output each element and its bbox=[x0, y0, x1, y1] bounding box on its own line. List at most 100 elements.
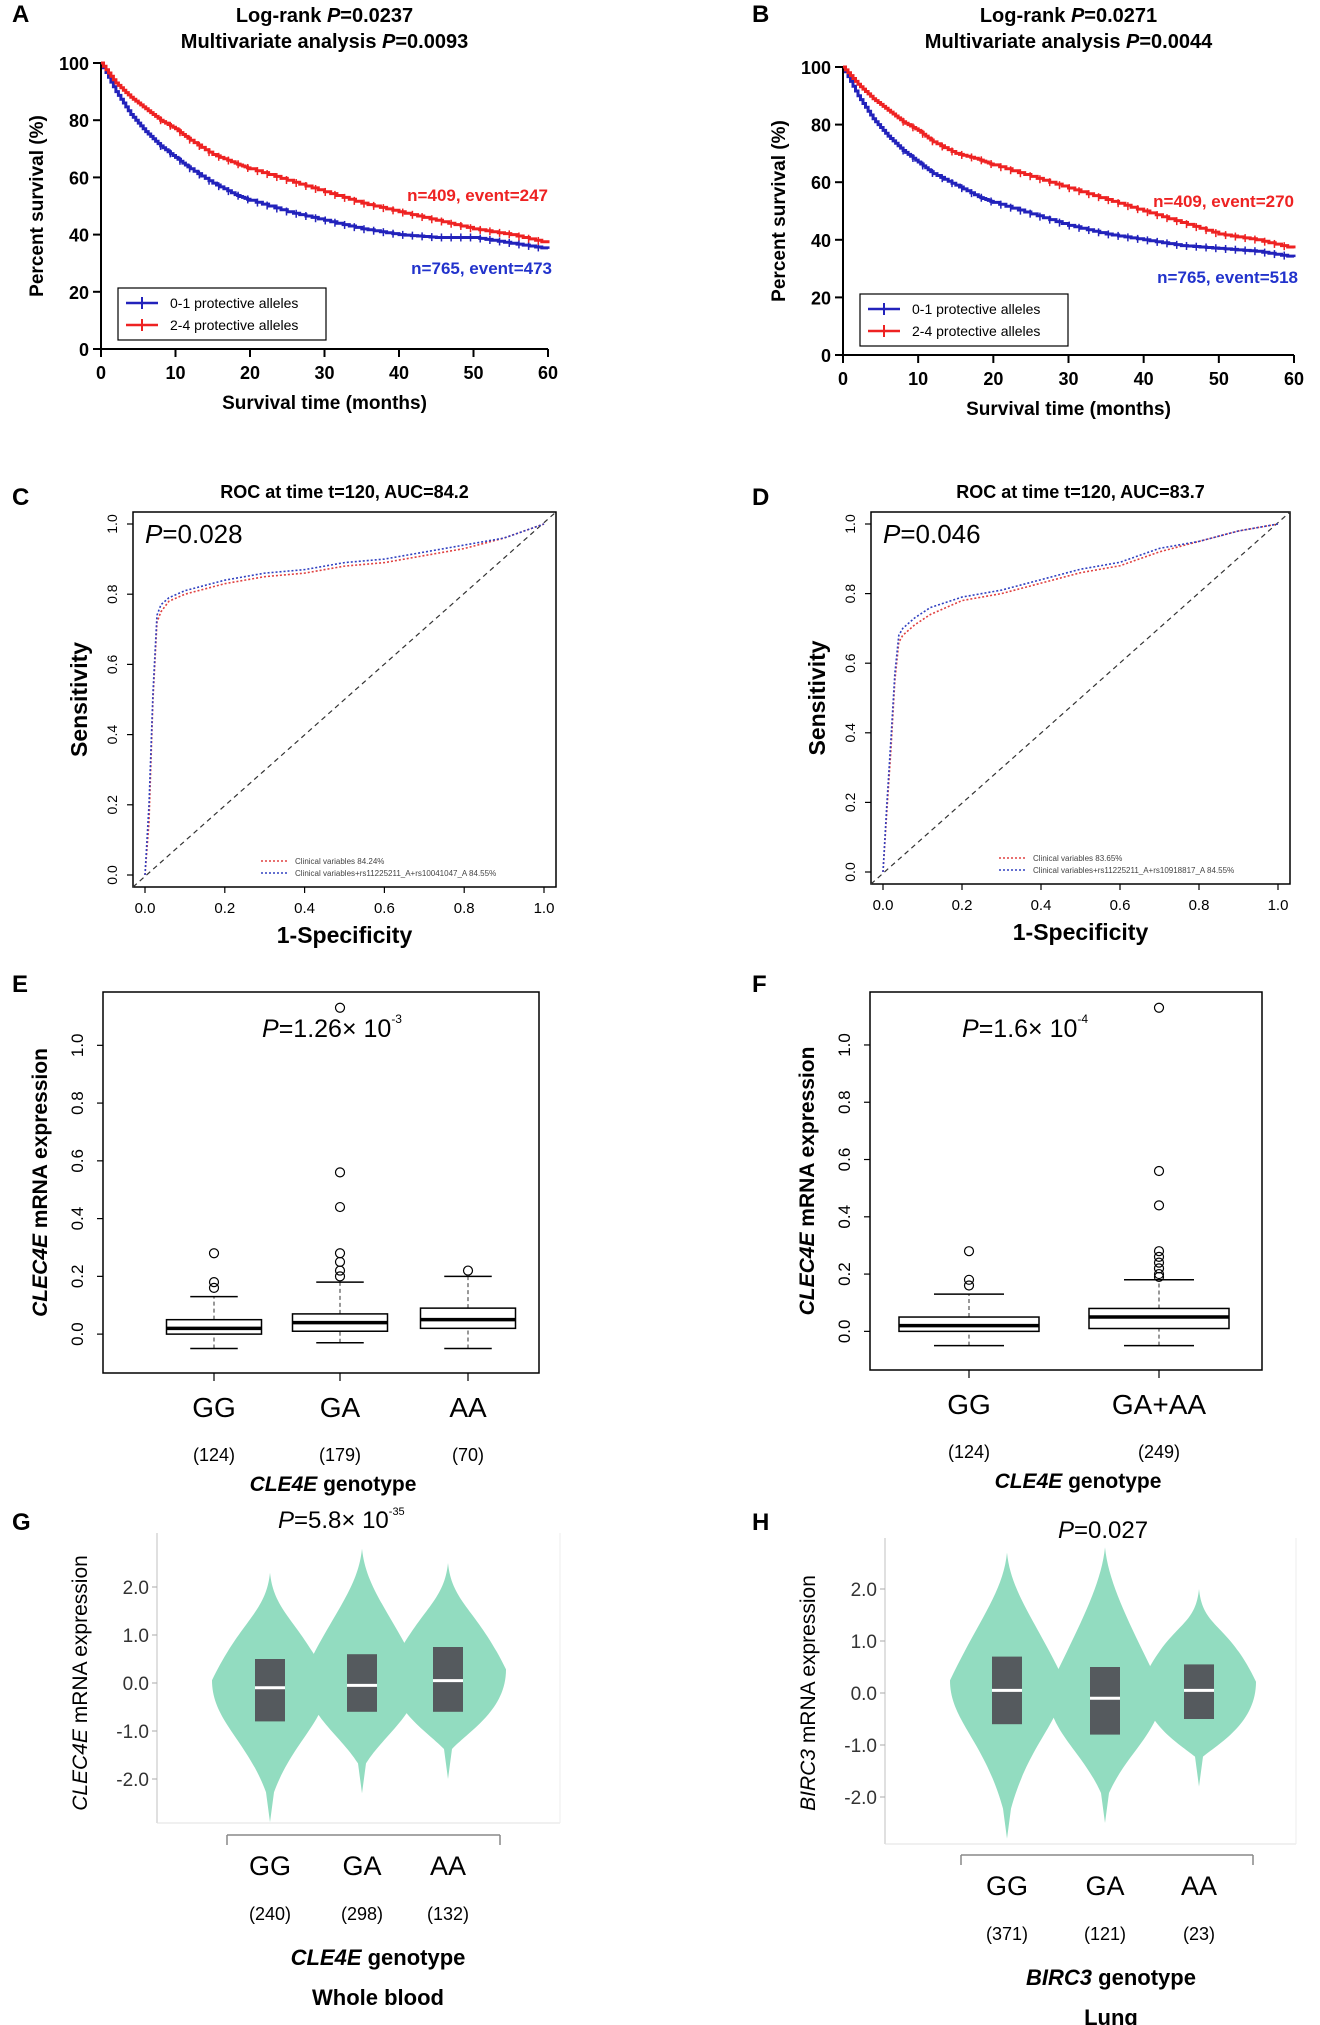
panel-letter-B: B bbox=[752, 1, 769, 28]
outlier-point bbox=[1153, 1268, 1165, 1280]
km-curve-high bbox=[843, 65, 1296, 249]
x-tick-label: 0.4 bbox=[294, 900, 315, 917]
category-label: GG bbox=[249, 1851, 291, 1881]
x-axis-label: Survival time (months) bbox=[222, 393, 427, 414]
label-rest: genotype bbox=[317, 1473, 416, 1496]
roc-panel-C: ROC at time t=120, AUC=84.2 0.0 0.2 0.4 0.6 0… bbox=[66, 482, 557, 948]
x-tick-label: 0.0 bbox=[135, 900, 156, 917]
outlier-point bbox=[1153, 1002, 1165, 1013]
y-tick-label: 0.0 bbox=[68, 1322, 87, 1346]
count-label: (132) bbox=[427, 1904, 469, 1924]
legend: 0-1 protective alleles 2-4 protective all… bbox=[859, 293, 1069, 347]
y-tick-label: 0.4 bbox=[104, 725, 120, 745]
label-rest: mRNA expression bbox=[69, 1555, 92, 1729]
title-value: =0.0237 bbox=[340, 5, 413, 27]
x-tick-label: 0.6 bbox=[1110, 897, 1131, 914]
title-value: =0.0271 bbox=[1084, 5, 1157, 27]
violin-GG bbox=[950, 1552, 1064, 1839]
outlier-point bbox=[208, 1248, 220, 1259]
panel-letter-H: H bbox=[752, 1509, 769, 1536]
violin-GA bbox=[304, 1548, 420, 1794]
title-p: P bbox=[382, 31, 396, 53]
gene-name: BIRC3 bbox=[797, 1749, 820, 1811]
legend: Clinical variables 83.65% Clinical variab… bbox=[999, 854, 1234, 875]
outlier-point bbox=[963, 1274, 975, 1285]
x-axis-label: CLE4E genotype bbox=[291, 1945, 466, 1970]
annotation-low: n=765, event=518 bbox=[1157, 268, 1298, 287]
count-label: (70) bbox=[452, 1445, 484, 1465]
y-tick-label: 20 bbox=[69, 283, 89, 303]
km-curve-low bbox=[101, 61, 550, 250]
y-tick-label: 60 bbox=[69, 168, 89, 188]
gene-name: CLEC4E bbox=[796, 1232, 819, 1316]
title-value: =0.0044 bbox=[1139, 31, 1213, 53]
count-label: (121) bbox=[1084, 1924, 1126, 1944]
x-axis-label: BIRC3 genotype bbox=[1026, 1965, 1196, 1990]
box-GA bbox=[291, 1002, 389, 1344]
y-tick-label: 40 bbox=[69, 226, 89, 246]
y-tick-label: 0.0 bbox=[104, 865, 120, 885]
legend-label: 0-1 protective alleles bbox=[170, 295, 298, 311]
roc-panel-D: ROC at time t=120, AUC=83.7 0.0 0.2 0.4 0.6 0… bbox=[804, 482, 1291, 945]
panel-letter-E: E bbox=[12, 971, 28, 998]
y-tick-label: -2.0 bbox=[844, 1788, 877, 1809]
x-tick-label: 0.4 bbox=[1031, 897, 1052, 914]
violin-AA bbox=[1142, 1589, 1256, 1787]
y-axis-label: BIRC3 mRNA expression bbox=[797, 1575, 820, 1811]
legend-label: Clinical variables+rs11225211_A+rs100410… bbox=[295, 869, 496, 878]
tissue-label: Whole blood bbox=[312, 1985, 444, 2010]
x-tick-label: 0.6 bbox=[374, 900, 395, 917]
p-italic: P bbox=[883, 519, 901, 549]
p-value: =1.26× 10 bbox=[279, 1015, 392, 1043]
x-axis-label: CLE4E genotype bbox=[250, 1473, 417, 1496]
violin-panel-G: P=5.8× 10-35 2.0 1.0 0.0 -1.0 -2.0 CLEC4E mRNA… bbox=[69, 1506, 561, 2010]
p-value: =0.028 bbox=[162, 519, 242, 549]
x-axis-label: 1-Specificity bbox=[1013, 919, 1149, 945]
title-p: P bbox=[1126, 31, 1140, 53]
legend-box bbox=[117, 287, 327, 341]
y-tick-label: 0.2 bbox=[835, 1262, 854, 1286]
category-label: AA bbox=[449, 1392, 487, 1423]
y-tick-label: 2.0 bbox=[123, 1578, 149, 1599]
x-tick-label: 0 bbox=[838, 369, 848, 389]
y-tick-label: 100 bbox=[801, 58, 831, 78]
legend-label: 0-1 protective alleles bbox=[912, 301, 1040, 317]
y-axis-label: CLEC4E mRNA expression bbox=[29, 1048, 52, 1317]
outlier-point bbox=[334, 1248, 346, 1259]
outlier-point bbox=[963, 1280, 975, 1291]
count-label: (124) bbox=[948, 1442, 990, 1462]
violin-GA bbox=[1048, 1547, 1162, 1823]
violin-GG bbox=[212, 1572, 328, 1823]
count-label: (179) bbox=[319, 1445, 361, 1465]
tissue-label: Lung bbox=[1084, 2005, 1138, 2025]
annotation-high: n=409, event=247 bbox=[407, 186, 548, 205]
label-rest: mRNA expression bbox=[796, 1047, 819, 1233]
box-panel-E: 0.0 0.2 0.4 0.6 0.8 1.0 CLEC4E mRNA expression… bbox=[29, 991, 540, 1496]
km-title-line1: Log-rank P=0.0271 bbox=[980, 5, 1157, 27]
violin-iqr-box bbox=[255, 1659, 285, 1722]
violin-iqr-box bbox=[347, 1654, 377, 1712]
x-tick-label: 40 bbox=[389, 363, 409, 383]
x-tick-label: 1.0 bbox=[534, 900, 555, 917]
y-tick-label: 0 bbox=[821, 346, 831, 366]
km-title-line2: Multivariate analysis P=0.0044 bbox=[925, 31, 1213, 53]
p-italic: P bbox=[145, 519, 163, 549]
outlier-point bbox=[963, 1246, 975, 1257]
y-tick-label: 100 bbox=[59, 54, 89, 74]
y-axis-label: Percent survival (%) bbox=[27, 115, 48, 297]
outlier-point bbox=[462, 1265, 474, 1276]
count-label: (23) bbox=[1183, 1924, 1215, 1944]
y-tick-label: 20 bbox=[811, 288, 831, 308]
y-tick-label: 0.4 bbox=[835, 1205, 854, 1229]
outlier-point bbox=[1153, 1165, 1165, 1177]
roc-curve-1 bbox=[882, 523, 1279, 873]
x-tick-label: 20 bbox=[983, 369, 1003, 389]
p-value-label: P=1.26× 10-3 bbox=[262, 1012, 402, 1043]
category-label: GA+AA bbox=[1112, 1389, 1206, 1420]
category-label: GA bbox=[1085, 1871, 1124, 1901]
box-panel-F: 0.0 0.2 0.4 0.6 0.8 1.0 CLEC4E mRNA expression… bbox=[796, 991, 1263, 1493]
y-tick-label: 1.0 bbox=[123, 1626, 149, 1647]
x-axis-label: 1-Specificity bbox=[277, 922, 413, 948]
x-tick-label: 0.0 bbox=[873, 897, 894, 914]
x-tick-label: 10 bbox=[165, 363, 185, 383]
